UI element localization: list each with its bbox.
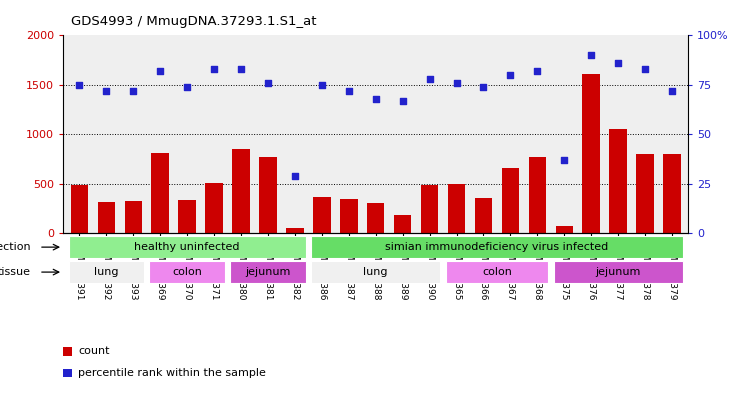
Bar [259, 157, 277, 233]
Text: lung: lung [364, 267, 388, 277]
Point [423, 76, 435, 82]
Point [235, 66, 247, 72]
Bar [475, 198, 493, 233]
Point [289, 173, 301, 179]
Bar [179, 200, 196, 233]
Bar [367, 203, 385, 233]
Bar [124, 201, 142, 233]
Text: lung: lung [94, 267, 118, 277]
Text: jejunum: jejunum [595, 267, 641, 277]
Text: colon: colon [482, 267, 512, 277]
Bar [340, 199, 358, 233]
Bar [394, 215, 411, 233]
Bar [501, 168, 519, 233]
Bar [636, 154, 654, 233]
Bar [664, 154, 681, 233]
Point [262, 80, 274, 86]
Bar [205, 183, 223, 233]
Point [100, 88, 112, 94]
Bar [150, 261, 225, 283]
Bar [230, 261, 306, 283]
Text: jejunum: jejunum [246, 267, 291, 277]
Bar [448, 184, 465, 233]
Bar [313, 197, 330, 233]
Text: tissue: tissue [0, 267, 31, 277]
Point [316, 82, 328, 88]
Point [504, 72, 516, 78]
Point [639, 66, 651, 72]
Point [127, 88, 139, 94]
Bar [286, 228, 304, 233]
Point [666, 88, 678, 94]
Bar [232, 149, 250, 233]
Point [343, 88, 355, 94]
Text: count: count [78, 346, 109, 356]
Point [208, 66, 220, 72]
Bar [152, 153, 169, 233]
Point [182, 84, 193, 90]
Text: colon: colon [172, 267, 202, 277]
Bar [68, 261, 144, 283]
Bar [97, 202, 115, 233]
Text: healthy uninfected: healthy uninfected [135, 242, 240, 252]
Bar [421, 185, 438, 233]
Point [586, 52, 597, 58]
Bar [556, 226, 573, 233]
Point [531, 68, 543, 74]
Point [370, 95, 382, 102]
Bar [554, 261, 683, 283]
Bar [311, 236, 683, 258]
Point [451, 80, 463, 86]
Text: percentile rank within the sample: percentile rank within the sample [78, 368, 266, 378]
Point [612, 60, 624, 66]
Bar [528, 157, 546, 233]
Bar [583, 74, 600, 233]
Point [558, 157, 570, 163]
Point [397, 97, 408, 104]
Point [74, 82, 86, 88]
Point [478, 84, 490, 90]
Text: GDS4993 / MmugDNA.37293.1.S1_at: GDS4993 / MmugDNA.37293.1.S1_at [71, 15, 316, 28]
Bar [609, 129, 627, 233]
Text: infection: infection [0, 242, 31, 252]
Bar [446, 261, 548, 283]
Bar [311, 261, 440, 283]
Point [154, 68, 166, 74]
Text: simian immunodeficiency virus infected: simian immunodeficiency virus infected [385, 242, 609, 252]
Bar [68, 236, 306, 258]
Bar [71, 185, 88, 233]
